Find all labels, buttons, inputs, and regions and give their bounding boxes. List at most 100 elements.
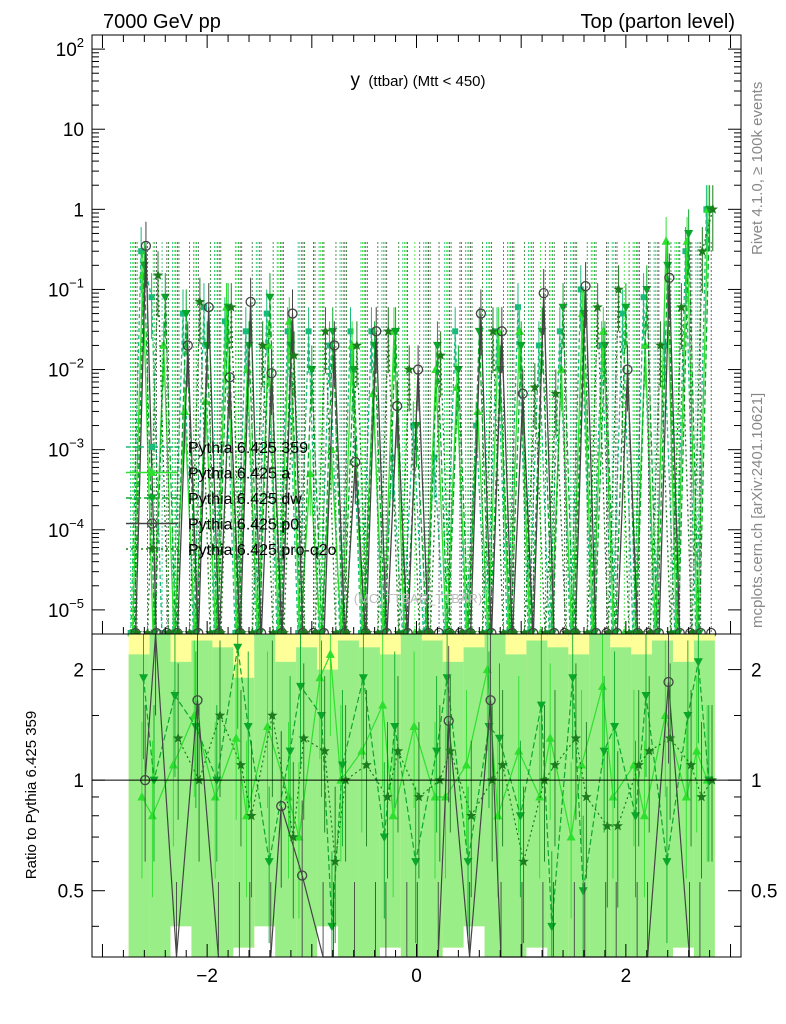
data-point bbox=[452, 328, 459, 335]
data-point bbox=[540, 627, 551, 638]
data-point bbox=[392, 400, 403, 412]
data-point bbox=[684, 229, 694, 239]
ratio-data-point bbox=[463, 858, 473, 867]
ratio-data-point bbox=[602, 820, 613, 831]
data-point bbox=[173, 627, 185, 638]
data-point bbox=[529, 381, 541, 392]
y-tick-label: 10−4 bbox=[48, 516, 84, 542]
legend-marker bbox=[146, 543, 158, 554]
ratio-data-point bbox=[340, 774, 351, 785]
ratio-data-point bbox=[566, 832, 576, 841]
plot-title: y (ttbar) (Mtt < 450) bbox=[350, 70, 485, 91]
data-point bbox=[621, 303, 631, 313]
ratio-data-point bbox=[361, 759, 372, 770]
ratio-data-point bbox=[357, 746, 367, 755]
data-point bbox=[257, 339, 268, 350]
ratio-data-point bbox=[662, 858, 672, 867]
ratio-data-point bbox=[430, 791, 440, 801]
legend-entry: Pythia 6.425 dw bbox=[126, 491, 302, 508]
ratio-data-point bbox=[497, 759, 508, 770]
data-point bbox=[571, 627, 582, 638]
ratio-plot: 2 2 1 1 0.5 0.5 −2 0 2 Ratio to Pythia 6.425 359 bbox=[23, 633, 778, 987]
data-point bbox=[305, 328, 312, 335]
ratio-y-axis-label: Ratio to Pythia 6.425 359 bbox=[23, 711, 40, 879]
data-point bbox=[642, 285, 652, 295]
data-point bbox=[152, 269, 164, 280]
ratio-data-point bbox=[139, 674, 149, 683]
ratio-data-point bbox=[608, 791, 618, 801]
ratio-data-point bbox=[193, 774, 205, 785]
data-point bbox=[182, 340, 193, 351]
main-plot: 102 10 1 10−1 10−2 10−3 10−4 10−5 y (ttbar) (Mt… bbox=[48, 34, 742, 641]
ratio-data-point bbox=[212, 776, 222, 786]
data-point bbox=[582, 627, 593, 638]
data-point bbox=[456, 627, 467, 638]
ratio-data-point bbox=[631, 812, 641, 821]
band-bin bbox=[128, 654, 150, 957]
band-bin bbox=[400, 634, 422, 957]
data-point bbox=[226, 301, 237, 312]
ratio-axes-layer: 2 2 1 1 0.5 0.5 −2 0 2 bbox=[58, 661, 778, 987]
data-point bbox=[215, 627, 226, 638]
ratio-data-point bbox=[288, 831, 299, 842]
ratio-data-point bbox=[494, 734, 504, 744]
data-point bbox=[535, 342, 542, 349]
data-point bbox=[697, 245, 708, 256]
data-point bbox=[347, 340, 357, 349]
band-bin bbox=[191, 640, 213, 957]
plot-title-detail: (ttbar) (Mtt < 450) bbox=[368, 73, 485, 90]
band-bin bbox=[672, 661, 694, 948]
data-point bbox=[644, 627, 656, 638]
data-point bbox=[655, 339, 666, 350]
legend-marker bbox=[149, 444, 155, 450]
x-tick-label: 2 bbox=[621, 966, 632, 987]
process-label: Top (parton level) bbox=[580, 11, 735, 33]
band-bin bbox=[149, 634, 171, 957]
ratio-data-point bbox=[581, 791, 592, 802]
ratio-data-point bbox=[577, 759, 587, 769]
data-point bbox=[266, 368, 277, 379]
ratio-data-point bbox=[466, 810, 477, 821]
ratio-data-point bbox=[296, 682, 306, 692]
band-bin bbox=[505, 654, 527, 957]
band-bin bbox=[631, 654, 653, 957]
ratio-band-layer bbox=[128, 634, 715, 957]
data-point bbox=[410, 422, 417, 429]
plot-title-variable: y bbox=[350, 70, 360, 91]
ratio-data-point bbox=[664, 732, 676, 743]
ratio-data-point bbox=[379, 833, 389, 843]
data-point bbox=[682, 248, 689, 255]
data-point bbox=[602, 627, 614, 638]
ratio-data-point bbox=[434, 774, 446, 785]
data-point bbox=[184, 627, 195, 638]
data-point bbox=[682, 236, 692, 245]
ratio-data-point bbox=[610, 722, 620, 732]
data-point bbox=[160, 293, 170, 303]
data-point bbox=[372, 627, 384, 638]
legend-marker bbox=[147, 467, 157, 476]
ratio-data-point bbox=[337, 761, 347, 770]
data-point bbox=[163, 627, 174, 638]
ratio-data-point bbox=[696, 791, 707, 802]
ratio-data-point bbox=[663, 676, 674, 688]
ratio-data-point bbox=[445, 745, 456, 756]
data-point bbox=[350, 456, 361, 468]
legend-entry: Pythia 6.425 359 bbox=[126, 440, 308, 457]
data-point bbox=[349, 366, 359, 375]
ratio-data-point bbox=[432, 747, 442, 757]
data-point bbox=[278, 627, 289, 638]
ratio-y-tick-label-right: 2 bbox=[751, 661, 762, 682]
ratio-data-point bbox=[137, 791, 147, 801]
data-point bbox=[634, 627, 645, 638]
ratio-data-point bbox=[298, 732, 309, 743]
band-bin bbox=[652, 640, 673, 957]
ratio-data-point bbox=[641, 692, 651, 701]
ratio-data-point bbox=[392, 745, 404, 756]
data-point bbox=[556, 328, 563, 335]
ratio-data-point bbox=[267, 710, 278, 720]
ratio-data-point bbox=[336, 775, 346, 784]
band-bin bbox=[358, 647, 380, 957]
ratio-y-tick-label: 1 bbox=[73, 771, 84, 792]
legend-label: Pythia 6.425 dw bbox=[188, 491, 302, 508]
data-point bbox=[391, 327, 401, 337]
